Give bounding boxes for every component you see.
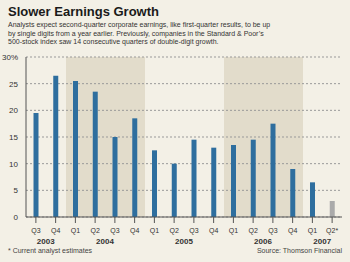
svg-text:Q2: Q2 xyxy=(248,227,257,235)
svg-text:20: 20 xyxy=(9,106,18,115)
svg-text:Q1: Q1 xyxy=(229,227,238,235)
html-text:Analysts expect second-quarter: Analysts expect second-quarter corporate… xyxy=(8,21,271,45)
svg-text:Q1: Q1 xyxy=(308,227,317,235)
svg-text:Q3: Q3 xyxy=(268,227,277,235)
svg-text:Q2: Q2 xyxy=(169,227,178,235)
svg-text:5: 5 xyxy=(14,186,19,195)
svg-text:Q4: Q4 xyxy=(209,227,218,235)
svg-text:Q3: Q3 xyxy=(189,227,198,235)
svg-text:30%: 30% xyxy=(8,52,18,61)
svg-text:Q4: Q4 xyxy=(130,227,139,235)
html-text:Slower Earnings Growth: Slower Earnings Growth xyxy=(8,4,159,19)
svg-text:Q1: Q1 xyxy=(71,227,80,235)
svg-text:Q4: Q4 xyxy=(288,227,297,235)
svg-text:2007: 2007 xyxy=(313,237,331,245)
svg-text:25: 25 xyxy=(9,79,18,88)
svg-text:15: 15 xyxy=(9,132,18,141)
svg-text:Q3: Q3 xyxy=(110,227,119,235)
svg-text:Q4: Q4 xyxy=(51,227,60,235)
svg-text:Q3: Q3 xyxy=(31,227,40,235)
html-text:* Current analyst estimates: * Current analyst estimates xyxy=(8,246,92,254)
svg-text:Q2*: Q2* xyxy=(326,227,338,235)
svg-text:2005: 2005 xyxy=(175,237,193,245)
svg-text:2006: 2006 xyxy=(254,237,272,245)
svg-text:Q1: Q1 xyxy=(150,227,159,235)
html-text:Source: Thomson Financial: Source: Thomson Financial xyxy=(256,246,342,254)
svg-text:2004: 2004 xyxy=(96,237,114,245)
svg-text:0: 0 xyxy=(14,212,19,221)
svg-text:2003: 2003 xyxy=(37,237,55,245)
svg-text:Q2: Q2 xyxy=(90,227,99,235)
svg-text:10: 10 xyxy=(9,159,18,168)
